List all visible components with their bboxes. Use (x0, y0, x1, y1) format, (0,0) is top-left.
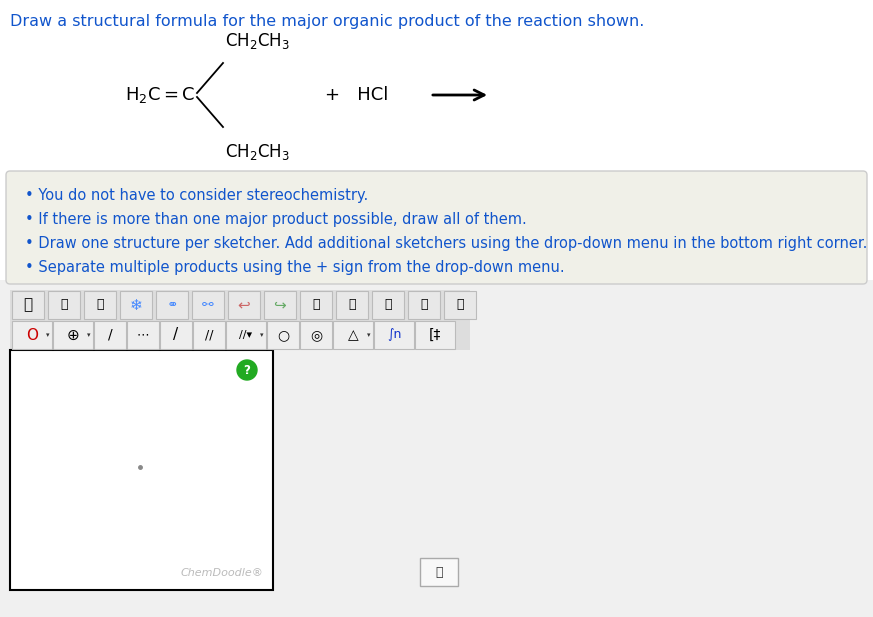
Text: $\mathsf{CH_2CH_3}$: $\mathsf{CH_2CH_3}$ (225, 31, 290, 51)
Bar (226, 321, 266, 349)
Circle shape (237, 360, 257, 380)
Bar (84, 291, 116, 319)
Text: +   HCl: + HCl (325, 86, 388, 104)
Text: ⋯: ⋯ (137, 328, 149, 341)
Text: /: / (107, 328, 113, 342)
Text: ⊕: ⊕ (66, 328, 79, 342)
Text: △: △ (347, 328, 358, 342)
Text: 🔍: 🔍 (384, 299, 392, 312)
Text: //▾: //▾ (239, 330, 252, 340)
Bar (127, 321, 159, 349)
Text: Draw a structural formula for the major organic product of the reaction shown.: Draw a structural formula for the major … (10, 14, 644, 29)
Bar (160, 321, 192, 349)
Text: ?: ? (244, 363, 251, 376)
Bar (53, 321, 93, 349)
Bar (264, 291, 296, 319)
Bar (408, 291, 440, 319)
FancyBboxPatch shape (6, 171, 867, 284)
Text: • If there is more than one major product possible, draw all of them.: • If there is more than one major produc… (25, 212, 526, 227)
Bar (12, 291, 44, 319)
Text: ▾: ▾ (368, 332, 371, 338)
Bar (420, 558, 458, 586)
Bar (156, 291, 188, 319)
Text: 🔎: 🔎 (420, 299, 428, 312)
Bar (444, 291, 476, 319)
Text: ⚯: ⚯ (203, 298, 214, 312)
Bar (10, 290, 470, 350)
Bar (374, 321, 414, 349)
Text: ↩: ↩ (237, 297, 251, 312)
Text: ▾: ▾ (46, 332, 50, 338)
Text: 🧴: 🧴 (60, 299, 68, 312)
Text: • Draw one structure per sketcher. Add additional sketchers using the drop-down : • Draw one structure per sketcher. Add a… (25, 236, 868, 251)
Text: $\mathsf{CH_2CH_3}$: $\mathsf{CH_2CH_3}$ (225, 142, 290, 162)
Text: • Separate multiple products using the + sign from the drop-down menu.: • Separate multiple products using the +… (25, 260, 565, 275)
Bar (12, 321, 52, 349)
Bar (372, 291, 404, 319)
Text: 🧹: 🧹 (96, 299, 104, 312)
Bar (192, 291, 224, 319)
Bar (267, 321, 299, 349)
Text: 🖐: 🖐 (24, 297, 32, 312)
Bar (300, 291, 332, 319)
Text: 🎨: 🎨 (457, 299, 464, 312)
Text: 📋: 📋 (348, 299, 356, 312)
Bar (94, 321, 126, 349)
Bar (300, 321, 332, 349)
Bar (336, 291, 368, 319)
Bar (193, 321, 225, 349)
Text: ∫n: ∫n (387, 328, 402, 341)
Text: ▾: ▾ (260, 332, 264, 338)
Text: ▾: ▾ (87, 332, 91, 338)
Bar (415, 321, 455, 349)
Text: 📄: 📄 (313, 299, 320, 312)
Text: $\mathsf{H_2C{=}C}$: $\mathsf{H_2C{=}C}$ (125, 85, 195, 105)
Text: ◎: ◎ (310, 328, 322, 342)
Bar (333, 321, 373, 349)
Text: /: / (174, 328, 179, 342)
Text: [‡: [‡ (429, 328, 441, 342)
FancyArrowPatch shape (433, 90, 485, 100)
Text: O: O (26, 328, 38, 342)
Text: ⚭: ⚭ (166, 298, 178, 312)
Text: ChemDoodle®: ChemDoodle® (180, 568, 263, 578)
Bar (10, 350, 273, 590)
Bar (0, 0, 873, 280)
Text: ⌵: ⌵ (436, 566, 443, 579)
Text: //: // (205, 328, 213, 341)
Text: ❄: ❄ (129, 297, 142, 312)
Bar (228, 291, 260, 319)
Bar (48, 291, 80, 319)
Text: ○: ○ (277, 328, 289, 342)
Bar (120, 291, 152, 319)
Text: ↪: ↪ (273, 297, 286, 312)
Text: • You do not have to consider stereochemistry.: • You do not have to consider stereochem… (25, 188, 368, 203)
